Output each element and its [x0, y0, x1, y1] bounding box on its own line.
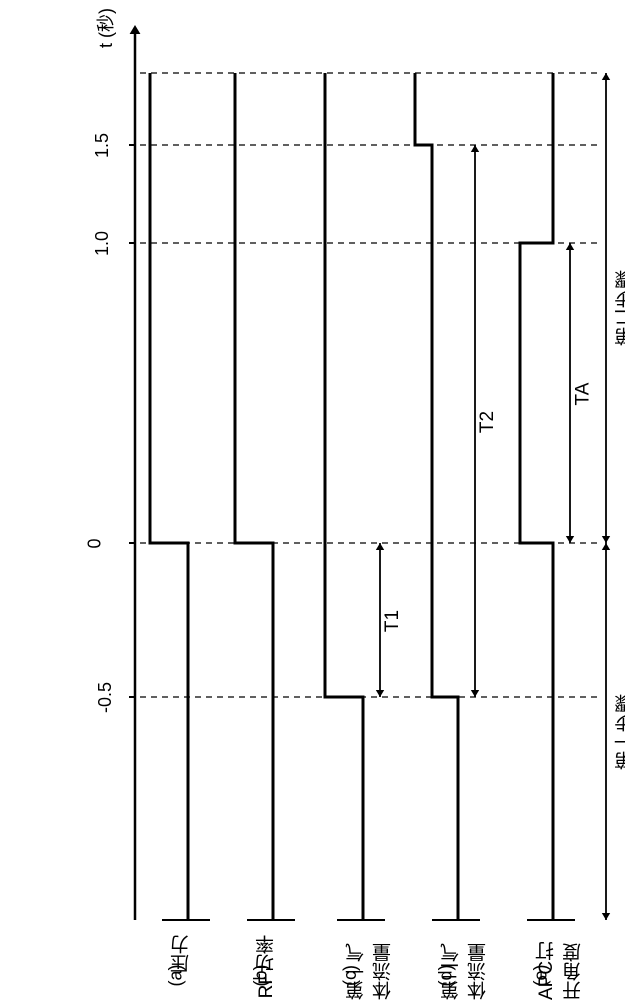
- row-index-1: (b): [251, 965, 272, 987]
- time-axis-label: t (秒): [92, 8, 118, 48]
- timing-diagram: { "canvas": { "width": 625, "height": 10…: [0, 0, 625, 1000]
- annot-T1: T1: [382, 610, 404, 632]
- row-index-3: (d): [436, 965, 457, 987]
- annot-TA: TA: [572, 383, 594, 406]
- tick-1.0: 1.0: [92, 231, 113, 256]
- row-index-4: (e): [531, 965, 552, 987]
- row-index-0: (a): [166, 965, 187, 987]
- row-index-2: (c): [340, 965, 361, 986]
- tick--0.5: -0.5: [95, 682, 116, 713]
- tick-0: 0: [85, 538, 106, 548]
- step-label-0: 第一步骤: [612, 694, 625, 770]
- tick-1.5: 1.5: [92, 133, 113, 158]
- step-label-1: 第二步骤: [612, 270, 625, 346]
- annot-T2: T2: [477, 411, 499, 433]
